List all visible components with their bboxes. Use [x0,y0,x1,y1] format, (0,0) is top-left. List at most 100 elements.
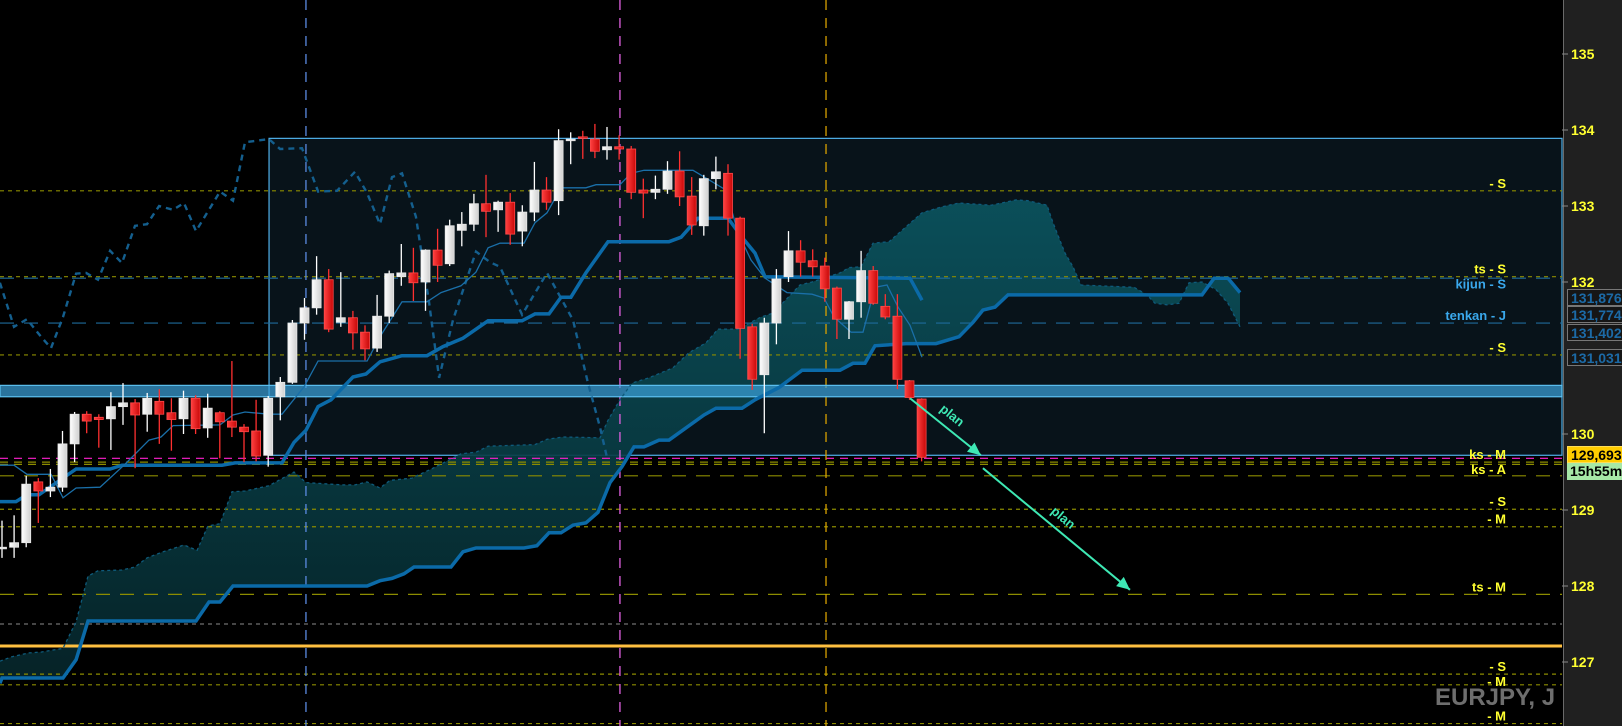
candle-body [807,260,818,268]
candle [674,151,685,206]
level-label: tenkan - J [1445,308,1506,323]
candle-body [45,486,56,492]
candle [456,212,467,247]
candle [638,178,649,219]
level-label: - S [1489,340,1506,355]
candle [384,270,395,324]
candle-body [856,270,866,303]
candle [323,269,334,333]
candle [711,156,721,190]
candle-body [347,317,358,334]
candle [335,272,346,327]
plan-arrow-line [909,397,982,457]
candle [565,132,576,165]
candle [892,294,903,390]
candle-body [21,483,32,544]
candle [698,174,709,236]
candle [650,175,661,200]
candle [142,392,153,432]
candle [626,145,637,200]
candle [553,129,564,216]
candle [505,193,516,245]
candle [118,383,128,425]
candle-body [517,211,528,232]
candle [57,430,68,492]
candle [856,250,866,318]
plan-arrow-line [982,467,1131,591]
candle [590,123,600,159]
candle-body [214,412,225,423]
candle-body [432,249,443,266]
candle-body [311,279,322,309]
candle [868,266,879,305]
candle [81,411,92,434]
candle [771,269,782,345]
candle [0,520,7,558]
candle [662,161,673,194]
candle-body [735,217,745,329]
candle-body [626,148,637,193]
candle [45,468,56,498]
candle-body [819,265,830,290]
candle [299,297,310,340]
candle-body [444,225,455,265]
candle-body [674,170,685,198]
candle-body [468,203,479,225]
candle-body [892,315,903,380]
candle-body [783,250,794,278]
candle-body [69,413,80,445]
candle [251,399,262,462]
candle [190,395,201,434]
level-label: - S [1489,176,1506,191]
candle-body [202,407,213,429]
candle-body [33,481,44,492]
level-label: kijun - S [1455,277,1506,292]
candle [239,424,249,463]
candle-body [178,397,189,420]
candle [9,515,20,558]
candle-body [759,322,770,376]
senkou-span-a-line [0,199,1241,662]
candle [783,231,794,282]
candle-body [323,279,334,330]
candle [347,310,358,350]
candle-body [577,136,588,139]
candle [529,161,540,222]
candle-body [118,402,128,408]
current-price-tag: 129,693 [1567,446,1622,463]
plan-arrowhead-icon [1116,576,1130,590]
candle [311,256,322,315]
candle-body [130,402,141,416]
level-label: ks - A [1471,462,1507,477]
candle-body [795,250,806,263]
candle [517,205,528,247]
candle-body [226,420,237,428]
candle-body [335,317,346,323]
candle-body [686,195,697,226]
candle [844,301,854,339]
candle [178,390,189,434]
candle [432,228,443,282]
candle [130,399,141,469]
candle-body [384,273,395,317]
candle [287,320,298,384]
candle [614,135,624,160]
candle [468,193,479,232]
candle [819,257,830,302]
candle-body [529,189,540,213]
level-label: - S [1489,494,1506,509]
candle [263,396,274,467]
candle-body [81,413,92,422]
candle-body [275,381,286,398]
candle [481,174,491,238]
senkou-span-b-line [0,276,1242,684]
price-tag: 131,876 [1567,289,1622,306]
candle [577,130,588,159]
candle [226,361,237,438]
candle [214,411,225,459]
candle [880,294,891,320]
bar-countdown-tag: 15h55m [1567,463,1622,480]
price-tag: 131,031 [1567,349,1622,366]
